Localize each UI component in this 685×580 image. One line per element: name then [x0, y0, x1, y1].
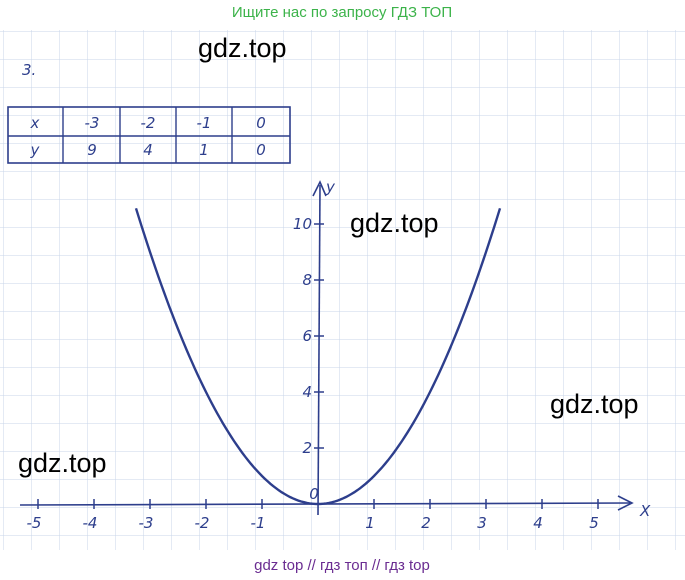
table-cell: y	[30, 141, 41, 159]
x-axis-label: X	[639, 502, 651, 520]
footer-text: gdz top // гдз топ // гдз top	[254, 557, 430, 574]
table-cell: -2	[141, 114, 156, 132]
x-tick-label: -1	[251, 514, 266, 532]
y-axis-label: y	[325, 178, 336, 196]
table-cell: 1	[199, 141, 209, 159]
x-tick-label: -4	[83, 514, 98, 532]
y-tick-label: 6	[302, 327, 312, 345]
table-cell: x	[30, 114, 40, 132]
parabola	[134, 207, 502, 506]
x-tick-label: -5	[27, 514, 42, 532]
watermark: gdz.top	[550, 389, 639, 419]
x-tick-label: -2	[195, 514, 210, 532]
origin-label: 0	[309, 485, 319, 503]
table-cell: 0	[256, 114, 266, 132]
graph-paper	[0, 30, 685, 550]
x-tick-label: 1	[365, 514, 375, 532]
table-cell: 0	[256, 141, 266, 159]
watermark: gdz.top	[18, 448, 107, 478]
watermark: gdz.top	[350, 208, 439, 238]
table-cell: -1	[197, 114, 212, 132]
x-tick-label: 4	[533, 514, 543, 532]
x-tick-label: 3	[477, 514, 487, 532]
x-tick-label: 2	[421, 514, 431, 532]
x-tick-label: 5	[589, 514, 599, 532]
y-tick-label: 2	[302, 439, 312, 457]
table-cell: -3	[85, 114, 100, 132]
table-cell: 4	[143, 141, 153, 159]
watermark: gdz.top	[198, 33, 287, 63]
problem-number: 3.	[22, 61, 36, 79]
y-tick-label: 4	[302, 383, 312, 401]
y-tick-label: 8	[302, 271, 312, 289]
value-table	[7, 106, 291, 164]
table-cell: 9	[87, 141, 97, 159]
y-tick-label: 10	[293, 215, 312, 233]
x-tick-label: -3	[139, 514, 154, 532]
header-text: Ищите нас по запросу ГДЗ ТОП	[232, 4, 452, 21]
